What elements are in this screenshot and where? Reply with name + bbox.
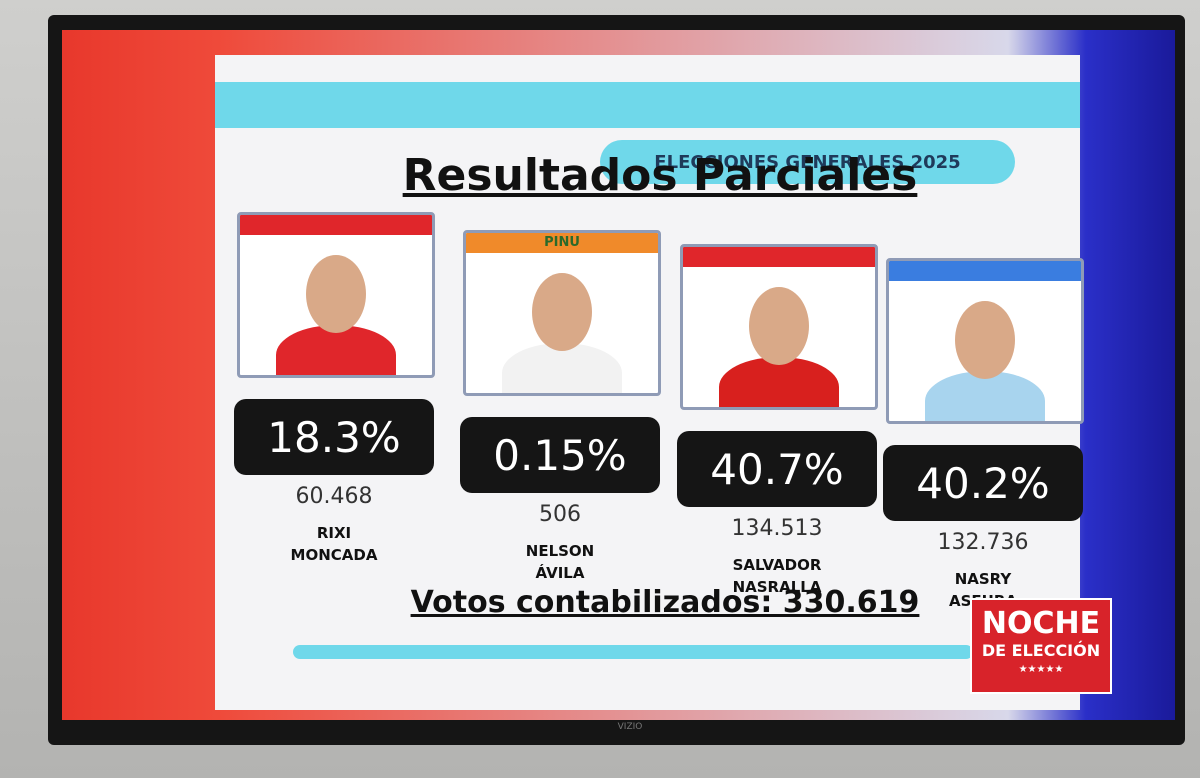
tv-brand: VIZIO <box>617 722 643 732</box>
show-logo: NOCHE DE ELECCIÓN ★★★★★ <box>970 598 1112 694</box>
bottom-bar <box>293 645 973 659</box>
candidate-name: NELSON <box>525 542 595 560</box>
candidate-photo <box>886 258 1084 424</box>
total-votes: Votos contabilizados: 330.619 <box>410 585 920 620</box>
party-stripe <box>889 261 1081 281</box>
photo-head <box>532 273 592 351</box>
party-stripe <box>683 247 875 267</box>
title: Resultados Parciales <box>402 150 918 201</box>
photo-head <box>955 301 1015 379</box>
photo-body <box>502 343 622 393</box>
percent-pill: 18.3% <box>234 399 434 475</box>
party-stripe: PINU <box>466 233 658 253</box>
photo-body <box>925 371 1045 421</box>
percent-pill: 40.7% <box>677 431 877 507</box>
photo-body <box>719 357 839 407</box>
photo-head <box>306 255 366 333</box>
percent-pill: 0.15% <box>460 417 660 493</box>
candidate-name: NASRY <box>954 570 1012 588</box>
candidate-name: ÁVILA <box>535 564 585 582</box>
top-bar <box>215 82 1080 128</box>
photo-head <box>749 287 809 365</box>
logo-line: NOCHE <box>981 606 1101 641</box>
vote-count: 60.468 <box>295 484 373 509</box>
logo-line: DE ELECCIÓN <box>981 641 1101 660</box>
vote-count: 134.513 <box>731 516 823 541</box>
vote-count: 132.736 <box>937 530 1029 555</box>
percent-pill: 40.2% <box>883 445 1083 521</box>
candidate-name: SALVADOR <box>732 556 822 574</box>
banner: ELECCIONES GENERALES 2025 <box>600 140 1015 184</box>
candidate-photo <box>680 244 878 410</box>
candidate-name: MONCADA <box>290 546 378 564</box>
candidate-name: NASRALLA <box>732 578 822 596</box>
party-stripe <box>240 215 432 235</box>
logo-stars: ★★★★★ <box>1018 664 1064 675</box>
candidate-photo <box>237 212 435 378</box>
photo-body <box>276 325 396 375</box>
vote-count: 506 <box>539 502 581 527</box>
candidate-photo: PINU <box>463 230 661 396</box>
candidate-name: RIXI <box>316 524 352 542</box>
